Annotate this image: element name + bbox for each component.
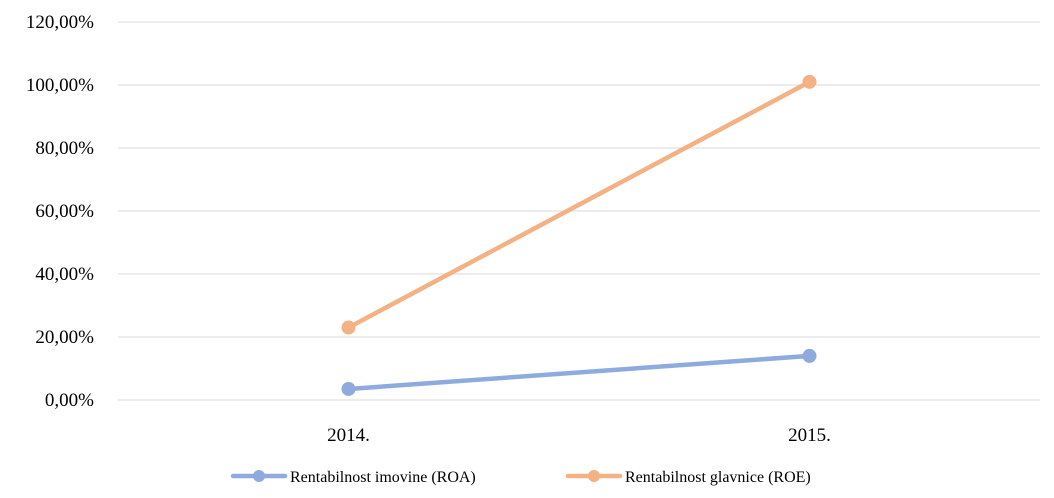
- series-0: [341, 348, 817, 396]
- y-tick-label: 20,00%: [35, 327, 94, 348]
- y-tick-label: 0,00%: [45, 390, 94, 411]
- data-point: [802, 348, 817, 363]
- series-line: [346, 353, 812, 392]
- y-tick-label: 80,00%: [35, 138, 94, 159]
- y-tick-label: 120,00%: [26, 12, 94, 33]
- series-lines: [341, 74, 817, 396]
- legend-swatch-marker: [588, 470, 600, 482]
- legend-label: Rentabilnost glavnice (ROE): [625, 469, 811, 486]
- data-point: [802, 74, 817, 89]
- x-tick-label: 2014.: [327, 425, 370, 446]
- legend: Rentabilnost imovine (ROA) Rentabilnost g…: [230, 469, 811, 486]
- y-tick-label: 100,00%: [26, 75, 94, 96]
- gridlines: [118, 21, 1040, 401]
- data-point: [341, 320, 356, 335]
- legend-label: Rentabilnost imovine (ROA): [290, 469, 476, 486]
- x-axis-tick-labels: 2014. 2015.: [327, 425, 831, 446]
- series-1: [341, 74, 817, 335]
- y-tick-label: 40,00%: [35, 264, 94, 285]
- data-point: [341, 381, 356, 396]
- y-axis-tick-labels: 0,00% 20,00% 40,00% 60,00% 80,00% 100,00% 120,…: [26, 12, 94, 411]
- series-line: [346, 79, 812, 330]
- legend-entry: Rentabilnost imovine (ROA): [230, 469, 476, 486]
- y-tick-label: 60,00%: [35, 201, 94, 222]
- legend-entry: Rentabilnost glavnice (ROE): [565, 469, 811, 486]
- legend-swatch-marker: [253, 470, 265, 482]
- x-tick-label: 2015.: [788, 425, 831, 446]
